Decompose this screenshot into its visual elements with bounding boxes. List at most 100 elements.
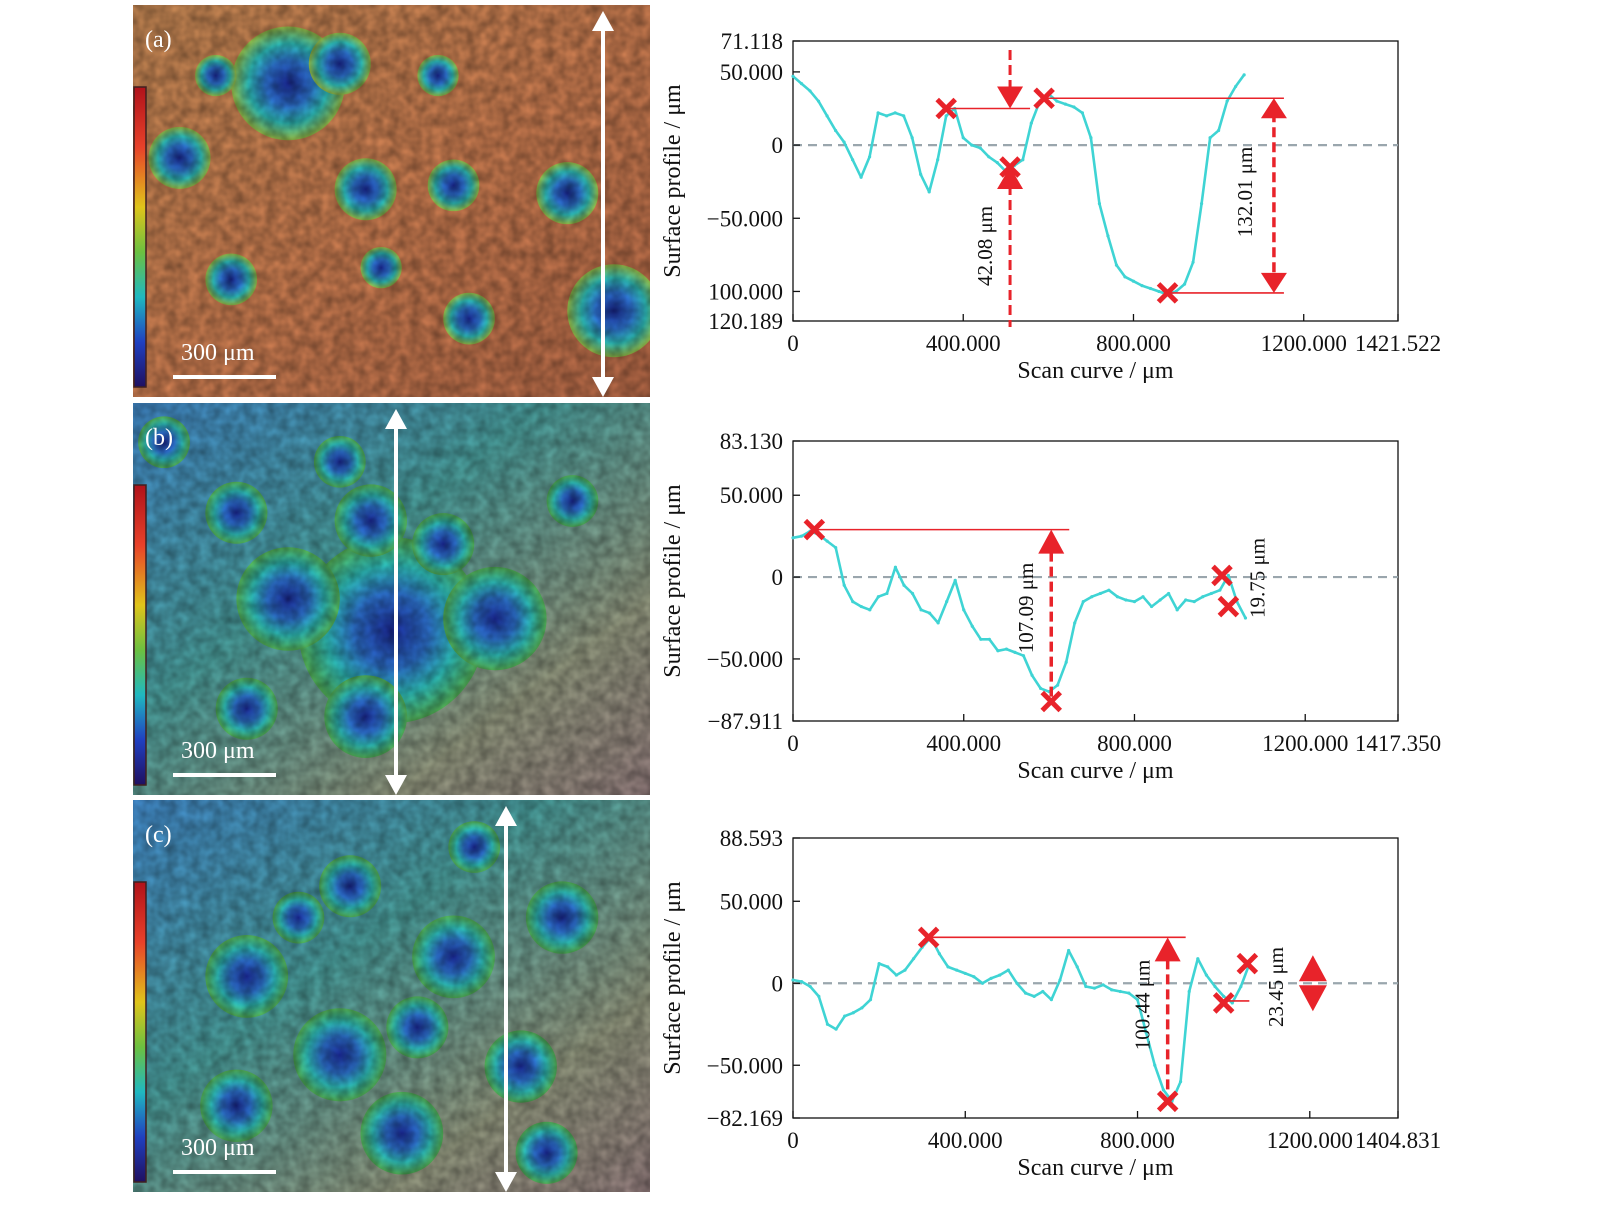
- x-tick-label: 1200.000: [1267, 1128, 1353, 1153]
- profile-point: [1153, 1063, 1157, 1067]
- extremum-marker: [1211, 564, 1233, 587]
- profile-point: [1055, 99, 1059, 103]
- x-tick-label: 1200.000: [1262, 731, 1348, 756]
- x-tick-label: 0: [787, 331, 799, 356]
- x-tick-label: 400.000: [926, 731, 1001, 756]
- profile-point: [1182, 282, 1187, 286]
- profile-point: [1114, 263, 1119, 267]
- profile-point: [1201, 595, 1205, 599]
- profile-point: [902, 583, 906, 587]
- profile-point: [1157, 289, 1161, 294]
- profile-point: [1107, 588, 1111, 592]
- y-tick-label: 50.000: [720, 60, 783, 85]
- profile-line: [792, 936, 1251, 1103]
- profile-point: [946, 965, 950, 969]
- surface-texture: [133, 5, 650, 397]
- profile-point: [1084, 984, 1088, 989]
- profile-point: [808, 984, 812, 989]
- y-tick-label: 50.000: [720, 483, 783, 508]
- profile-point: [1218, 588, 1222, 592]
- panel-label: (a): [145, 27, 172, 53]
- profile-point: [953, 578, 957, 582]
- profile-point: [1073, 621, 1077, 625]
- profile-point: [842, 140, 846, 144]
- profile-point: [1191, 260, 1195, 264]
- profile-point: [893, 111, 897, 115]
- dimension-arrow: [997, 167, 1024, 327]
- profile-point: [1217, 128, 1221, 133]
- scale-bar-label: 300 μm: [181, 738, 255, 764]
- profile-point: [850, 158, 855, 162]
- profile-point: [1161, 1088, 1165, 1092]
- profile-point: [843, 1014, 847, 1018]
- dimension-arrow: [1154, 937, 1181, 1094]
- profile-point: [1056, 683, 1060, 687]
- dimension-label: 132.01 μm: [1233, 147, 1257, 238]
- plot-frame: [792, 440, 1399, 722]
- profile-point: [1167, 591, 1171, 596]
- profile-point: [1149, 604, 1154, 609]
- x-tick-label: 1421.522: [1355, 331, 1441, 356]
- profile-point: [877, 961, 881, 966]
- scan-line-arrow: [385, 409, 407, 795]
- profile-point: [1131, 279, 1136, 283]
- profile-point: [980, 981, 985, 985]
- profile-point: [962, 608, 966, 612]
- extremum-marker: [1156, 282, 1179, 304]
- profile-point: [1225, 99, 1229, 103]
- profile-point: [1226, 573, 1230, 578]
- profile-point: [1148, 286, 1153, 291]
- profile-point: [791, 74, 795, 78]
- profile-point: [1092, 986, 1097, 990]
- profile-point: [1021, 654, 1026, 658]
- profile-point: [1089, 136, 1093, 140]
- scale-bar-label: 300 μm: [181, 1135, 255, 1161]
- surface-texture: [133, 403, 650, 795]
- color-scale-bar: [133, 881, 147, 1183]
- surface-image-c-svg: (c) 300 μm: [133, 800, 650, 1192]
- profile-point: [1015, 981, 1019, 985]
- panel-label: (c): [145, 822, 172, 848]
- scale-bar-label: 300 μm: [181, 340, 255, 366]
- profile-point: [868, 155, 872, 159]
- profile-point: [1132, 600, 1137, 604]
- y-axis-title: Surface profile / μm: [660, 881, 686, 1075]
- profile-point: [1213, 984, 1217, 989]
- profile-point: [1239, 984, 1243, 989]
- dimension-label: 107.09 μm: [1014, 563, 1038, 654]
- scan-line-arrow: [495, 806, 517, 1192]
- dimension-arrow: [1298, 955, 1327, 1012]
- profile-point: [1208, 136, 1212, 140]
- profile-point: [816, 99, 821, 103]
- extremum-marker: [1217, 595, 1240, 618]
- profile-point: [817, 994, 821, 998]
- profile-point: [961, 136, 965, 140]
- profile-point: [910, 136, 914, 140]
- profile-point: [998, 973, 1002, 977]
- profile-point: [1038, 686, 1043, 691]
- profile-point: [1222, 994, 1226, 998]
- profile-point: [1080, 111, 1085, 115]
- profile-point: [851, 1011, 855, 1015]
- profile-point: [936, 158, 940, 162]
- profile-point: [1199, 202, 1204, 206]
- profile-point: [1097, 202, 1102, 206]
- profile-point: [1135, 998, 1140, 1002]
- profile-point: [1101, 983, 1105, 987]
- profile-chart-b: 83.130 50.000 0 −50.000 −87.911 0 400.000 800.0…: [640, 400, 1500, 800]
- profile-point: [868, 998, 873, 1002]
- profile-point: [903, 968, 907, 972]
- profile-point: [1115, 595, 1120, 599]
- profile-point: [919, 608, 923, 612]
- profile-point: [995, 161, 999, 165]
- profile-chart-c: 88.593 50.000 0 −50.000 −82.169 0 400.000 800.0…: [640, 797, 1500, 1197]
- profile-point: [972, 975, 976, 979]
- profile-point: [833, 128, 838, 133]
- profile-point: [989, 976, 993, 980]
- profile-point: [1030, 673, 1034, 677]
- profile-point: [825, 1022, 830, 1026]
- x-tick-label: 800.000: [1100, 1128, 1175, 1153]
- profile-point: [885, 114, 889, 118]
- x-axis-title: Scan curve / μm: [1017, 758, 1173, 784]
